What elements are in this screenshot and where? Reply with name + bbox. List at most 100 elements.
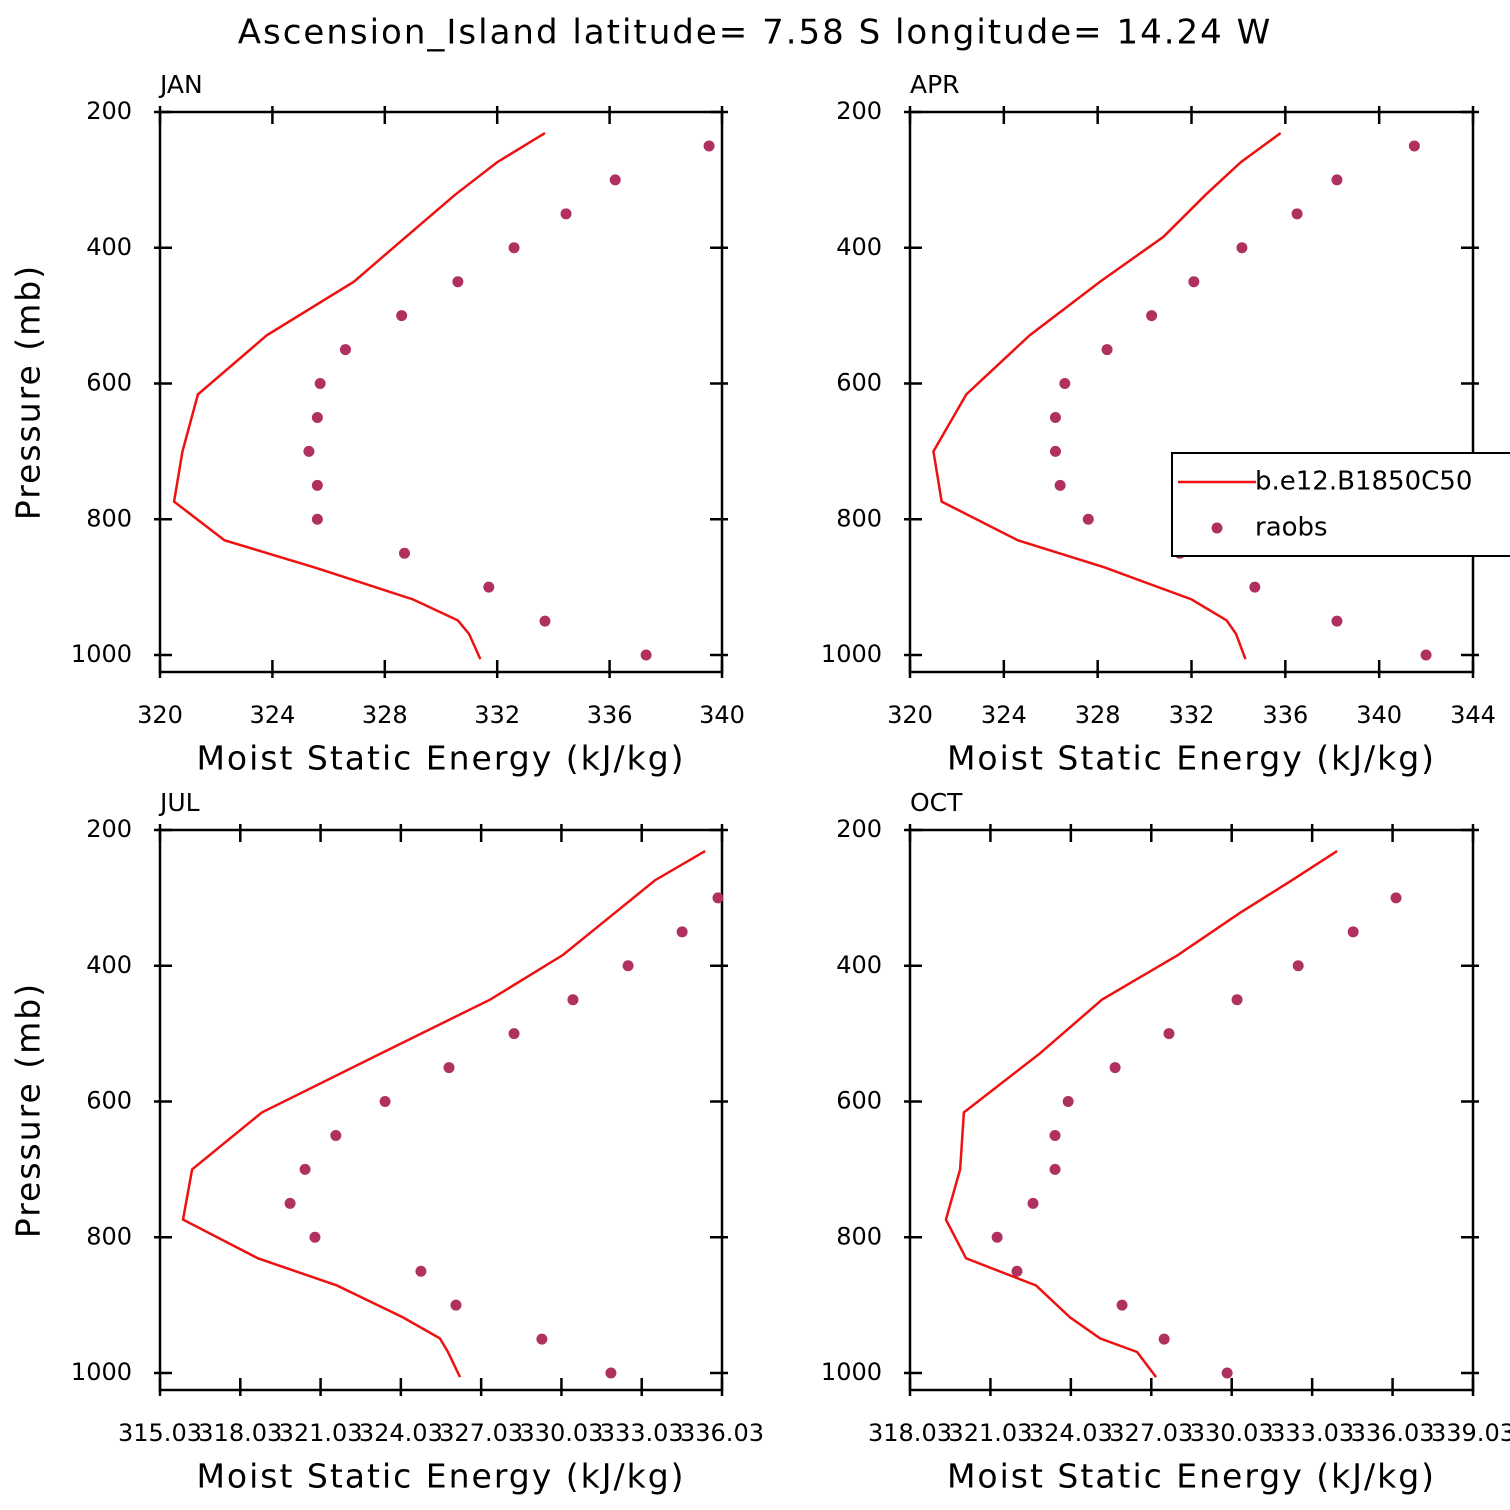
x-axis-label: Moist Static Energy (kJ/kg) [196, 1457, 685, 1496]
x-axis-label: Moist Static Energy (kJ/kg) [196, 739, 685, 778]
obs-point [1331, 174, 1343, 186]
x-tick-label: 318.03 [868, 1419, 952, 1447]
x-tick-label: 340 [699, 701, 745, 729]
y-tick-label: 1000 [71, 640, 132, 668]
obs-point [330, 1129, 342, 1141]
x-tick-label: 320 [887, 701, 933, 729]
plot-frame [158, 110, 724, 674]
y-tick-label: 1000 [71, 1358, 132, 1386]
obs-point [712, 892, 724, 904]
y-tick-label: 200 [836, 97, 882, 125]
obs-point [339, 344, 351, 356]
panel-title: APR [910, 70, 960, 99]
obs-point [508, 1028, 520, 1040]
obs-point [991, 1231, 1003, 1243]
obs-point [605, 1367, 617, 1379]
obs-point [398, 547, 410, 559]
y-tick-label: 800 [86, 504, 132, 532]
obs-point [1221, 1367, 1233, 1379]
x-tick-label: 336.03 [680, 1419, 764, 1447]
legend-swatch [1211, 522, 1223, 534]
obs-point [1062, 1096, 1074, 1108]
x-tick-label: 330.03 [1190, 1419, 1274, 1447]
y-tick-label: 400 [836, 951, 882, 979]
obs-point [508, 242, 520, 254]
x-tick-label: 327.03 [1109, 1419, 1193, 1447]
obs-point [303, 445, 315, 457]
obs-point [640, 649, 652, 661]
obs-point [1249, 581, 1261, 593]
obs-point [1408, 140, 1420, 152]
x-tick-label: 336 [587, 701, 633, 729]
obs-point [1054, 479, 1066, 491]
obs-point [443, 1062, 455, 1074]
obs-point [1231, 994, 1243, 1006]
panel-title: OCT [910, 788, 963, 817]
obs-point [1236, 242, 1248, 254]
obs-point [622, 960, 634, 972]
y-tick-label: 400 [836, 233, 882, 261]
obs-point [379, 1096, 391, 1108]
y-tick-label: 200 [836, 815, 882, 843]
obs-point [311, 411, 323, 423]
x-tick-label: 339.03 [1431, 1419, 1510, 1447]
obs-point [284, 1197, 296, 1209]
obs-point [1291, 208, 1303, 220]
plot-frame [908, 828, 1475, 1392]
x-tick-label: 324 [249, 701, 295, 729]
obs-point [1059, 378, 1071, 390]
legend-box [1171, 452, 1510, 557]
model-line [944, 849, 1338, 1378]
obs-point [396, 310, 408, 322]
obs-point [309, 1231, 321, 1243]
obs-point [299, 1163, 311, 1175]
obs-point [1390, 892, 1402, 904]
obs-point [1163, 1028, 1175, 1040]
panel: JUL 200 400 600 800 1000 315.03318.03321.03324… [9, 788, 764, 1496]
panel-title: JUL [158, 788, 200, 817]
model-line [172, 131, 546, 660]
panel: APR 200 400 600 800 1000 320 324 328 332 336 340 344… [821, 70, 1510, 778]
x-tick-label: 332 [1169, 701, 1215, 729]
obs-point [1049, 445, 1061, 457]
obs-point [1049, 411, 1061, 423]
y-tick-label: 600 [836, 369, 882, 397]
obs-point [1331, 615, 1343, 627]
obs-point [1146, 310, 1158, 322]
obs-point [1082, 513, 1094, 525]
obs-point [609, 174, 621, 186]
model-line [932, 132, 1282, 660]
obs-point [1158, 1333, 1170, 1345]
obs-point [703, 140, 715, 152]
y-tick-label: 600 [836, 1087, 882, 1115]
x-tick-label: 336 [1262, 701, 1308, 729]
y-tick-label: 200 [86, 815, 132, 843]
obs-point [314, 378, 326, 390]
legend-label: raobs [1255, 513, 1328, 543]
x-tick-label: 333.03 [600, 1419, 684, 1447]
obs-point [1011, 1265, 1023, 1277]
obs-point [1027, 1197, 1039, 1209]
obs-point [483, 581, 495, 593]
y-tick-label: 800 [836, 1222, 882, 1250]
y-tick-label: 1000 [821, 1358, 882, 1386]
obs-point [452, 276, 464, 288]
x-tick-label: 315.03 [118, 1419, 202, 1447]
obs-point [1101, 344, 1113, 356]
x-axis-label: Moist Static Energy (kJ/kg) [947, 1457, 1436, 1496]
y-tick-label: 400 [86, 951, 132, 979]
legend-label: b.e12.B1850C50 [1255, 467, 1472, 497]
y-tick-label: 400 [86, 233, 132, 261]
y-tick-label: 800 [836, 504, 882, 532]
panel: JAN 200 400 600 800 1000 320 324 328 332 336 340 Moi… [9, 70, 745, 778]
obs-point [567, 994, 579, 1006]
y-tick-label: 800 [86, 1222, 132, 1250]
x-tick-label: 321.03 [948, 1419, 1032, 1447]
figure-title: Ascension_Island latitude= 7.58 S longit… [238, 13, 1273, 53]
x-tick-label: 344 [1450, 701, 1496, 729]
panel-title: JAN [158, 70, 203, 99]
x-tick-label: 332 [474, 701, 520, 729]
y-axis-label: Pressure (mb) [9, 982, 48, 1238]
x-tick-label: 324.03 [1029, 1419, 1113, 1447]
